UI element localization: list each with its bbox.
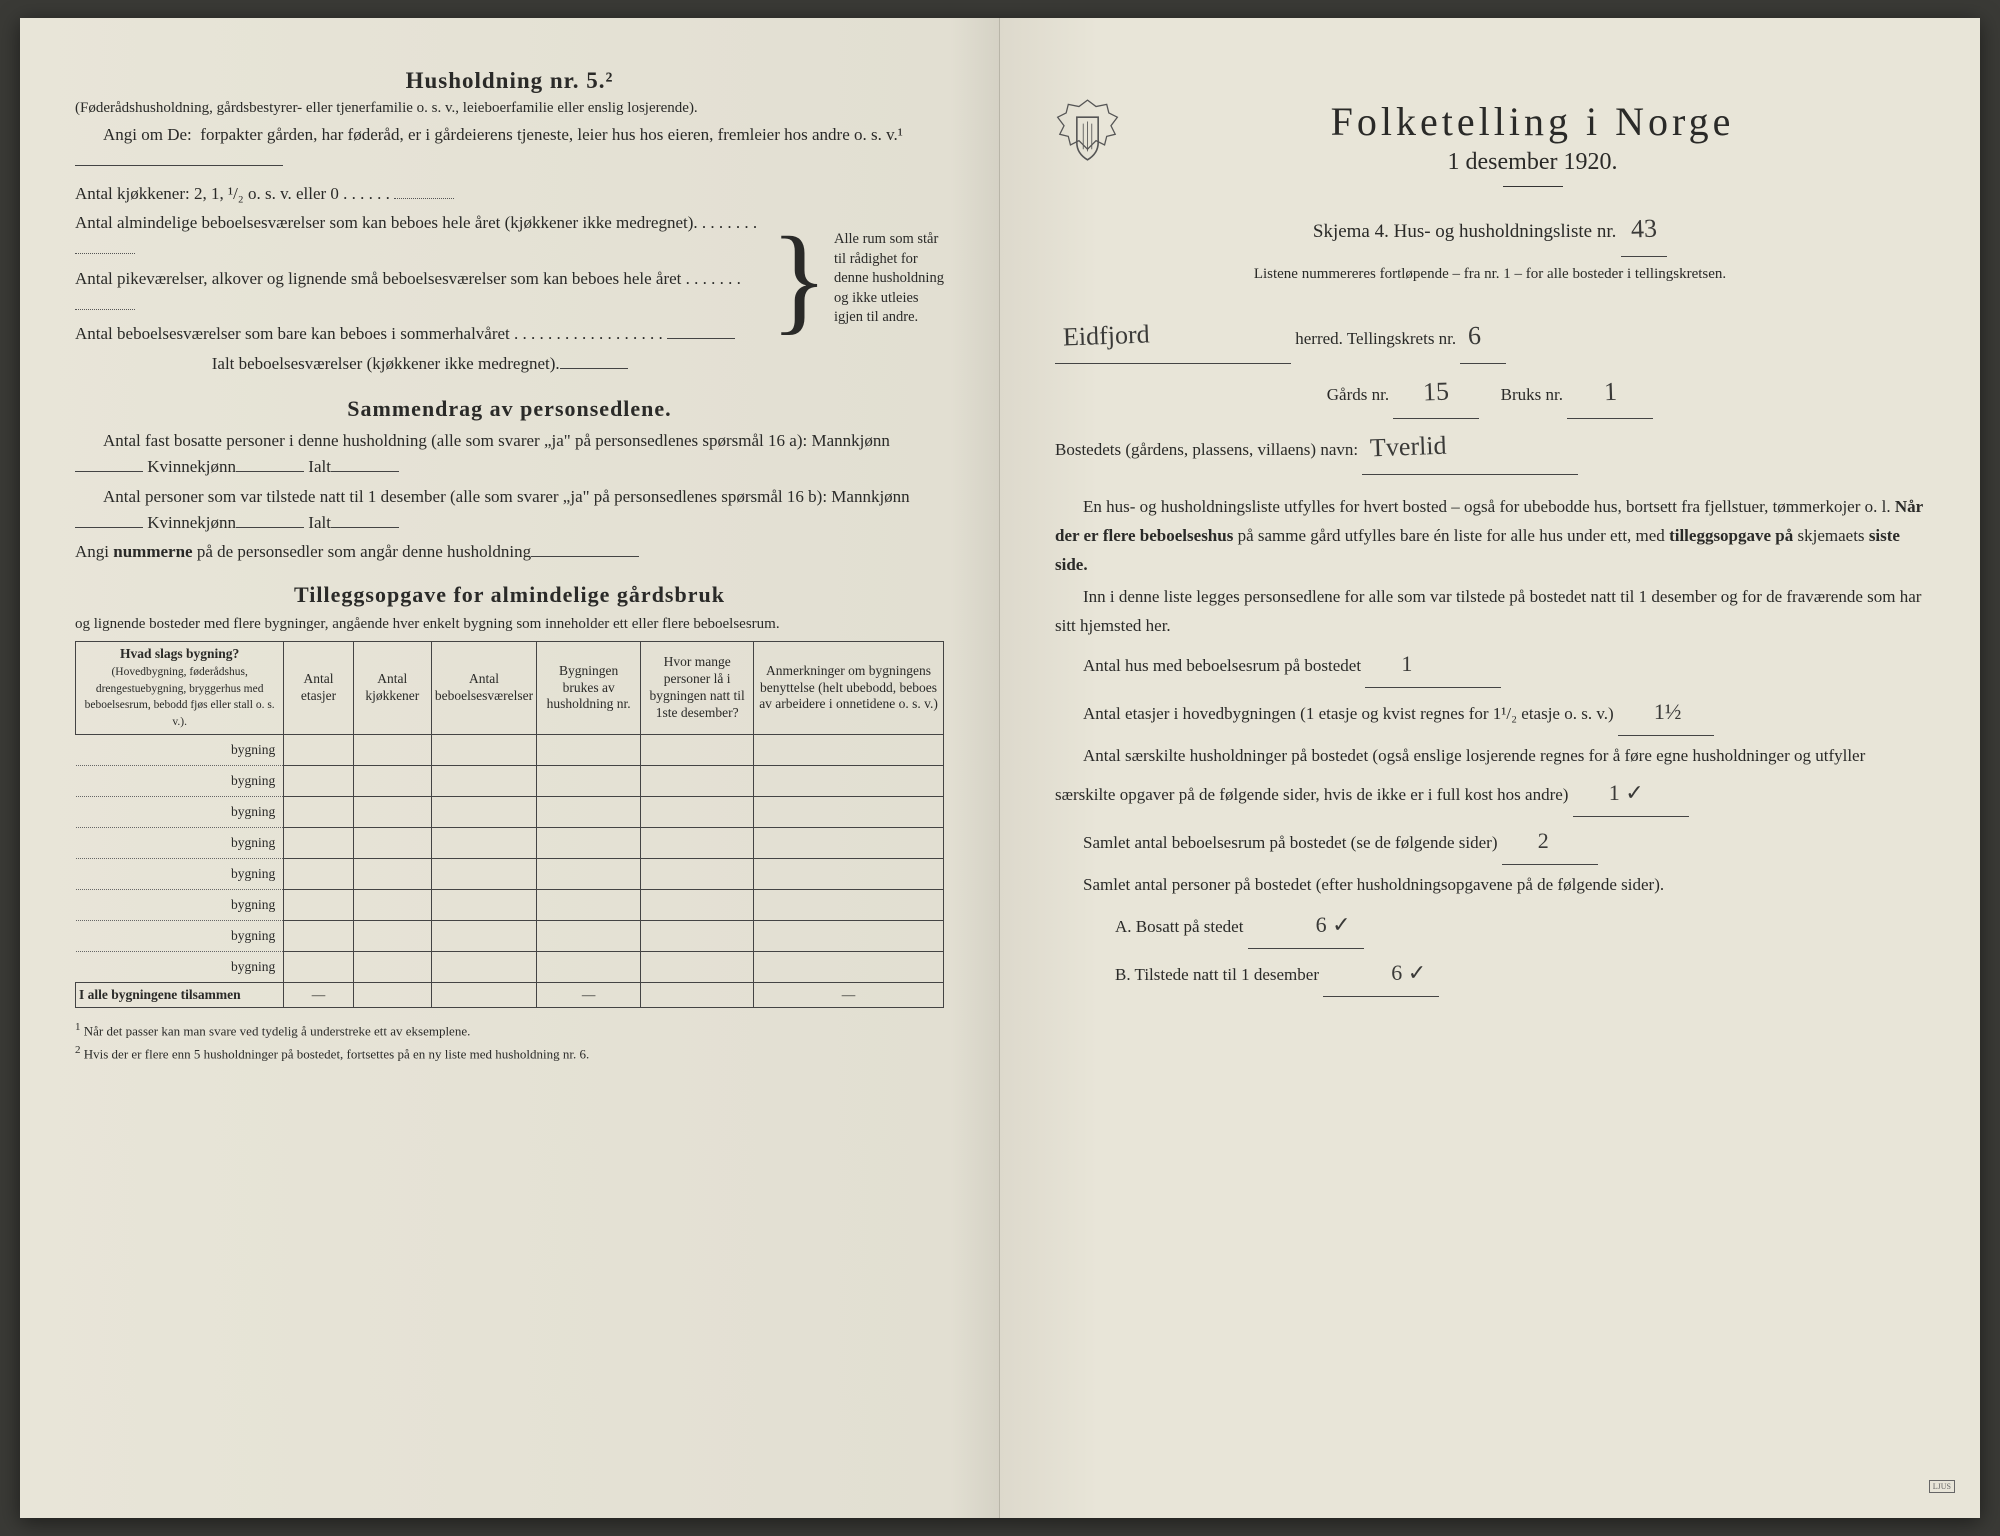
tillegg-heading: Tilleggsopgave for almindelige gårdsbruk <box>75 582 944 608</box>
right-page: Folketelling i Norge 1 desember 1920. Sk… <box>1000 18 1980 1518</box>
gards-line: Gårds nr. 15 Bruks nr. 1 <box>1055 367 1925 420</box>
main-title: Folketelling i Norge <box>1140 98 1925 145</box>
document-spread: Husholdning nr. 5.² (Føderådshusholdning… <box>20 18 1980 1518</box>
q5a: A. Bosatt på stedet 6 ✓ <box>1055 904 1925 949</box>
col-6: Hvor mange personer lå i bygningen natt … <box>641 641 754 734</box>
para-2: Inn i denne liste legges personsedlene f… <box>1055 583 1925 641</box>
q5b: B. Tilstede natt til 1 desember 6 ✓ <box>1055 952 1925 997</box>
intro-paren: (Føderådshusholdning, gårdsbestyrer- ell… <box>75 98 944 119</box>
title-row: Folketelling i Norge 1 desember 1920. <box>1055 98 1925 201</box>
summary-heading: Sammendrag av personsedlene. <box>75 396 944 422</box>
col-2: Antal etasjer <box>284 641 353 734</box>
q4: Samlet antal beboelsesrum på bostedet (s… <box>1055 820 1925 865</box>
tillegg-sub: og lignende bosteder med flere bygninger… <box>75 614 944 635</box>
footnote-2: 2 Hvis der er flere enn 5 husholdninger … <box>75 1043 944 1063</box>
q3: Antal særskilte husholdninger på bostede… <box>1055 739 1925 817</box>
rooms-total: Ialt beboelsesværelser (kjøkkener ikke m… <box>75 351 764 377</box>
summary-2: Antal personer som var tilstede natt til… <box>75 484 944 537</box>
brace-icon: } <box>764 219 834 339</box>
listene-line: Listene nummereres fortløpende – fra nr.… <box>1055 260 1925 289</box>
table-row: bygning <box>76 921 944 952</box>
col-3: Antal kjøkkener <box>353 641 431 734</box>
table-footer-row: I alle bygningene tilsammen——— <box>76 983 944 1008</box>
q1: Antal hus med beboelsesrum på bostedet 1 <box>1055 643 1925 688</box>
col-1: Hvad slags bygning?(Hovedbygning, føderå… <box>76 641 284 734</box>
col-4: Antal beboelsesværelser <box>431 641 536 734</box>
rooms-block: Antal kjøkkener: 2, 1, ¹/₂ o. s. v. elle… <box>75 178 944 380</box>
rooms-line-2: Antal pikeværelser, alkover og lignende … <box>75 266 764 319</box>
q5: Samlet antal personer på bostedet (efter… <box>1055 868 1925 901</box>
summary-3: Angi nummerne på de personsedler som ang… <box>75 539 944 565</box>
q2: Antal etasjer i hovedbygningen (1 etasje… <box>1055 691 1925 736</box>
intro-angi: Angi om De: forpakter gården, har føderå… <box>75 122 944 175</box>
table-row: bygning <box>76 797 944 828</box>
col-5: Bygningen brukes av husholdning nr. <box>537 641 641 734</box>
bosted-line: Bostedets (gårdens, plassens, villaens) … <box>1055 422 1925 475</box>
table-row: bygning <box>76 766 944 797</box>
herred-line: Eidfjord herred. Tellingskrets nr. 6 <box>1055 311 1925 364</box>
buildings-table: Hvad slags bygning?(Hovedbygning, føderå… <box>75 641 944 1008</box>
coat-of-arms-icon <box>1055 98 1120 178</box>
table-row: bygning <box>76 890 944 921</box>
printer-mark: LJUS <box>1929 1480 1955 1493</box>
sub-title: 1 desember 1920. <box>1140 149 1925 176</box>
skjema-line: Skjema 4. Hus- og husholdningsliste nr. … <box>1055 204 1925 257</box>
table-row: bygning <box>76 952 944 983</box>
table-row: bygning <box>76 735 944 766</box>
household-heading: Husholdning nr. 5.² <box>75 68 944 94</box>
table-row: bygning <box>76 828 944 859</box>
table-header-row: Hvad slags bygning?(Hovedbygning, føderå… <box>76 641 944 734</box>
footnote-1: 1 Når det passer kan man svare ved tydel… <box>75 1020 944 1040</box>
table-row: bygning <box>76 859 944 890</box>
title-divider <box>1503 186 1563 187</box>
rooms-line-1: Antal almindelige beboelsesværelser som … <box>75 210 764 263</box>
brace-text: Alle rum som står til rådighet for denne… <box>834 230 944 328</box>
kitchens-line: Antal kjøkkener: 2, 1, ¹/₂ o. s. v. elle… <box>75 181 764 207</box>
col-7: Anmerkninger om bygningens benyttelse (h… <box>754 641 944 734</box>
summary-1: Antal fast bosatte personer i denne hush… <box>75 428 944 481</box>
left-page: Husholdning nr. 5.² (Føderådshusholdning… <box>20 18 1000 1518</box>
para-1: En hus- og husholdningsliste utfylles fo… <box>1055 493 1925 580</box>
rooms-line-3: Antal beboelsesværelser som bare kan beb… <box>75 321 764 347</box>
